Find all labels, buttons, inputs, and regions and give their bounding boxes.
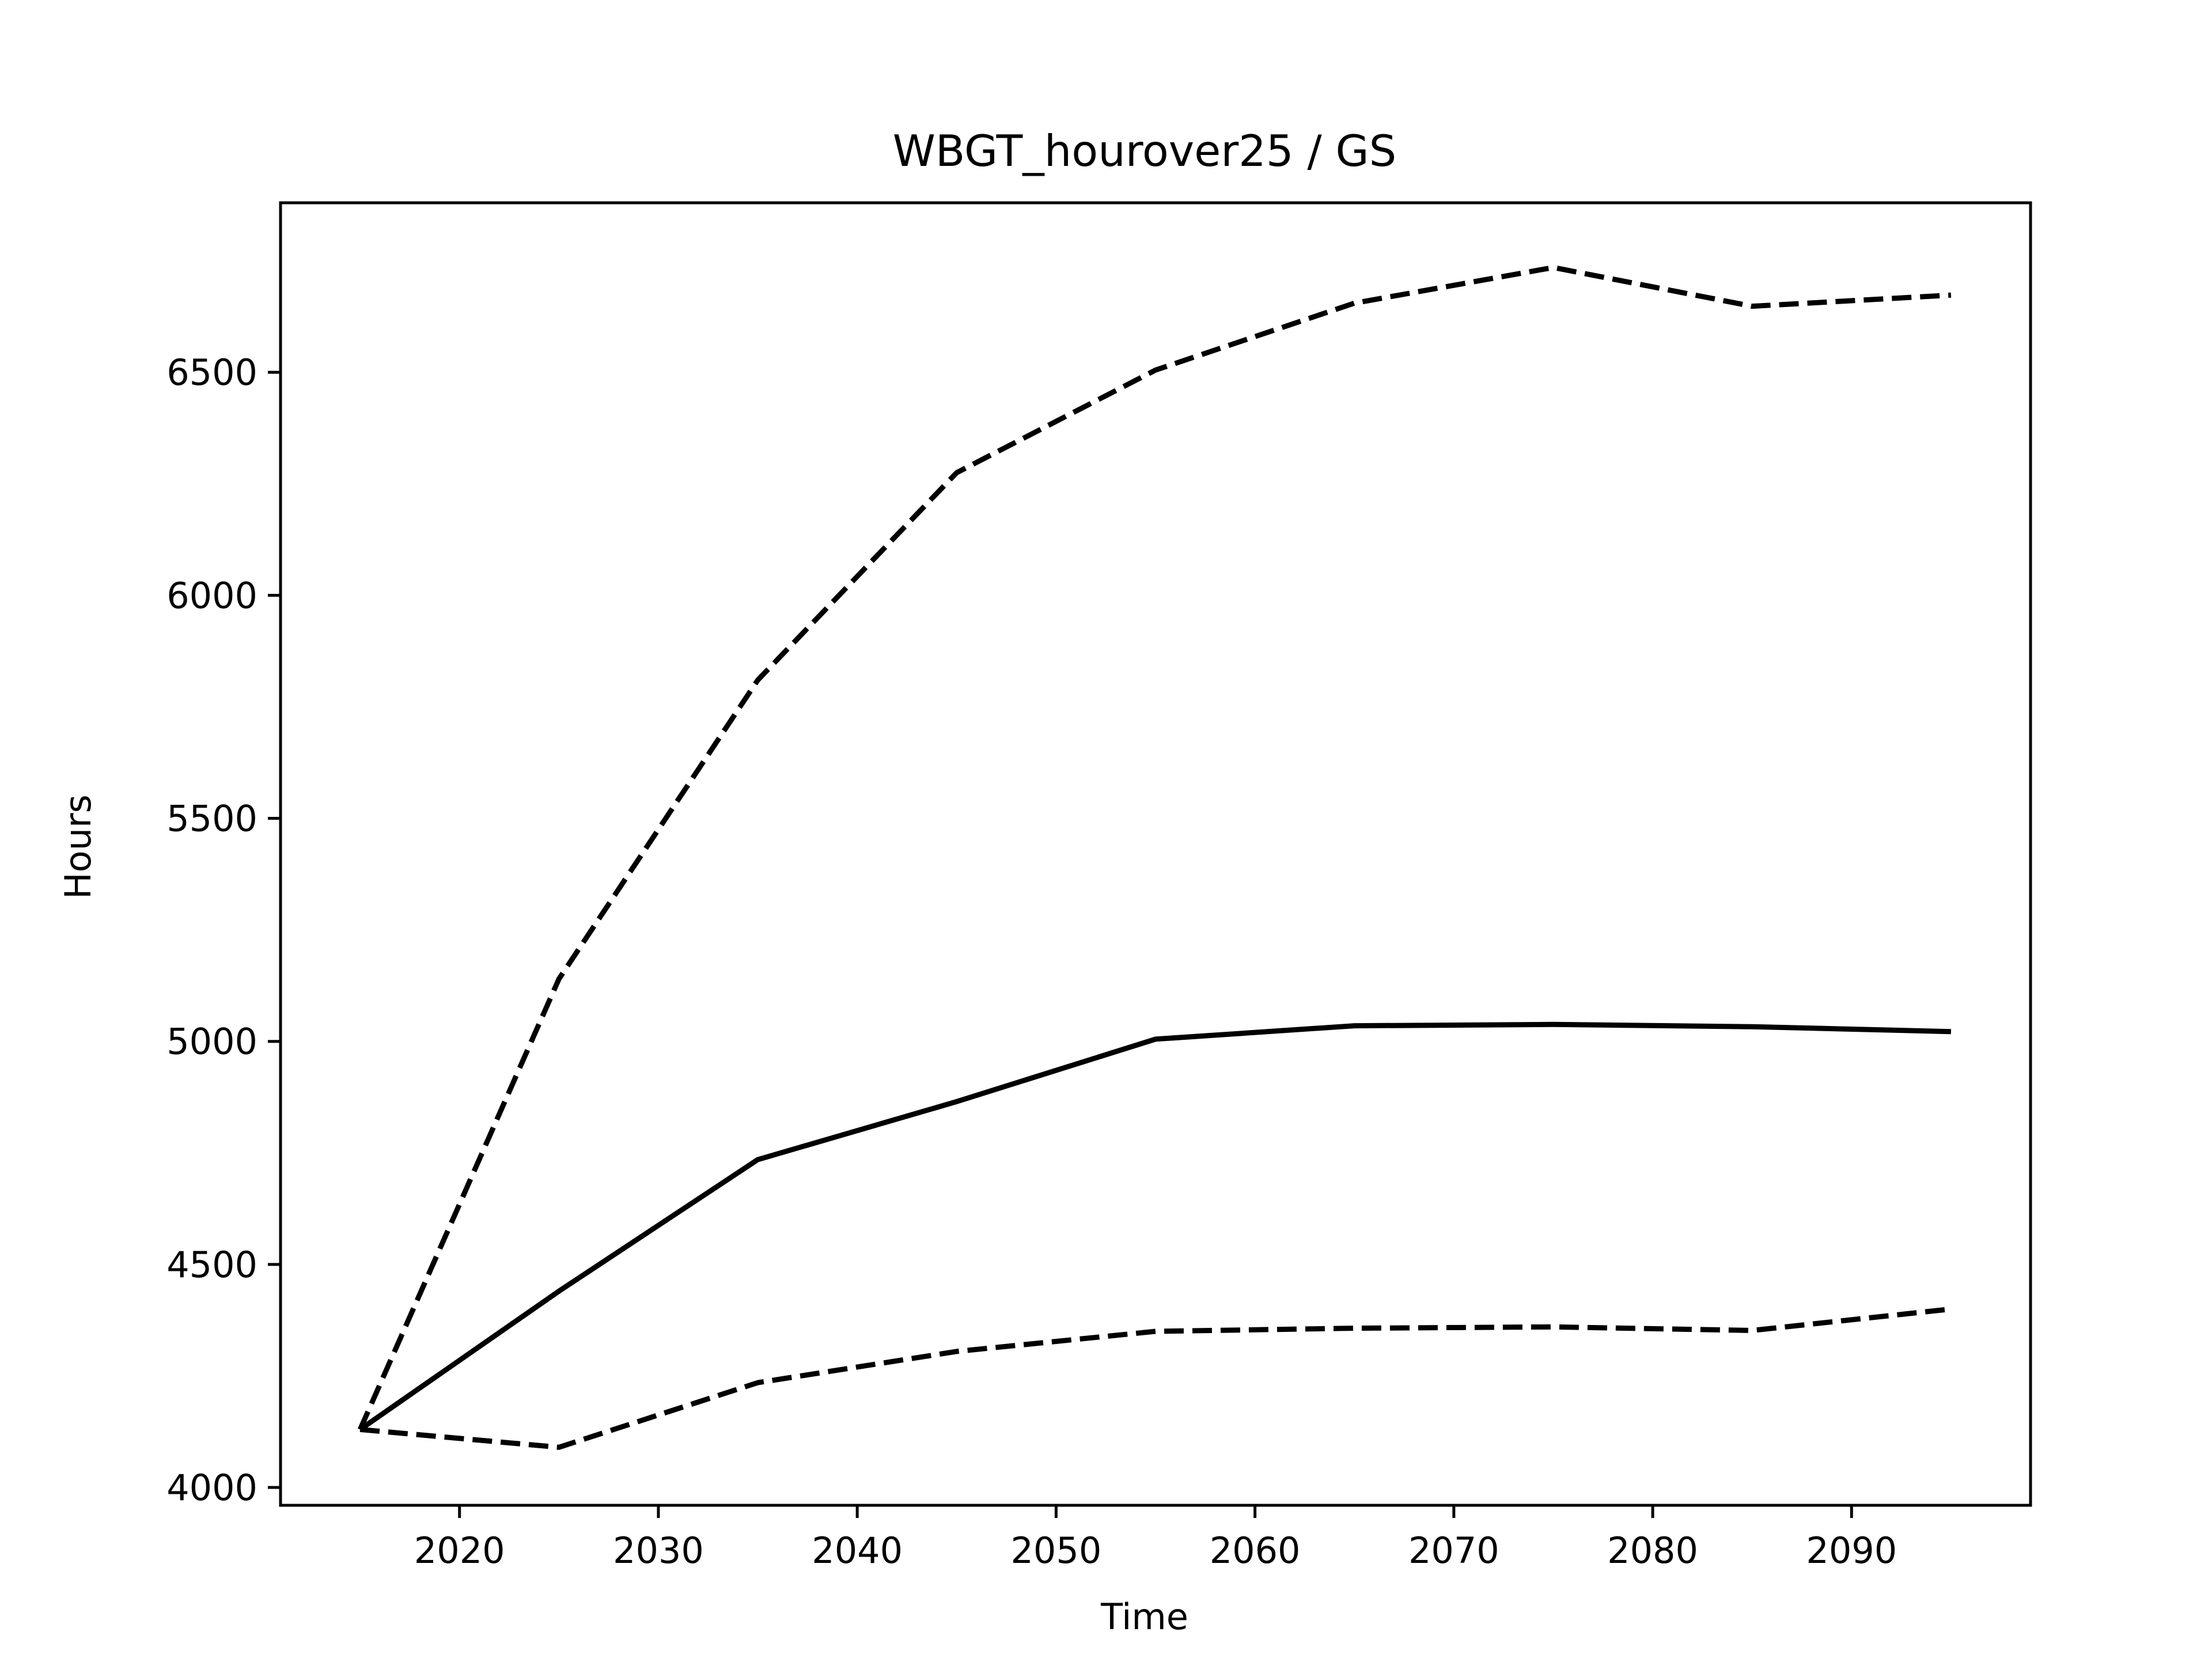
- y-tick-label: 4000: [166, 1467, 257, 1509]
- y-tick-label: 6000: [166, 574, 257, 616]
- x-tick-label: 2030: [613, 1530, 704, 1572]
- plot-frame: [279, 201, 2032, 1507]
- y-tick-label: 5000: [166, 1021, 257, 1063]
- x-tick-label: 2080: [1607, 1530, 1698, 1572]
- series-line-median: [358, 1021, 1952, 1432]
- series-line-lower-bound: [359, 1306, 1952, 1450]
- x-tick-label: 2070: [1408, 1530, 1499, 1572]
- x-tick-label: 2040: [812, 1530, 903, 1572]
- x-tick-label: 2050: [1010, 1530, 1101, 1572]
- plot-area: 2020 2030 2040 2050 2060 2070 2080 2090 4000 4500…: [166, 201, 2032, 1572]
- series-line-upper-bound: [357, 264, 1952, 1431]
- y-tick-label: 6500: [166, 351, 257, 393]
- x-axis-label: Time: [1100, 1596, 1188, 1638]
- chart-title: WBGT_hourover25 / GS: [893, 126, 1397, 176]
- x-tick-label: 2020: [414, 1530, 505, 1572]
- y-tick-label: 5500: [166, 798, 257, 840]
- x-tick-label: 2060: [1210, 1530, 1301, 1572]
- y-tick-label: 4500: [166, 1244, 257, 1286]
- x-tick-label: 2090: [1806, 1530, 1897, 1572]
- y-axis-label: Hours: [57, 794, 99, 899]
